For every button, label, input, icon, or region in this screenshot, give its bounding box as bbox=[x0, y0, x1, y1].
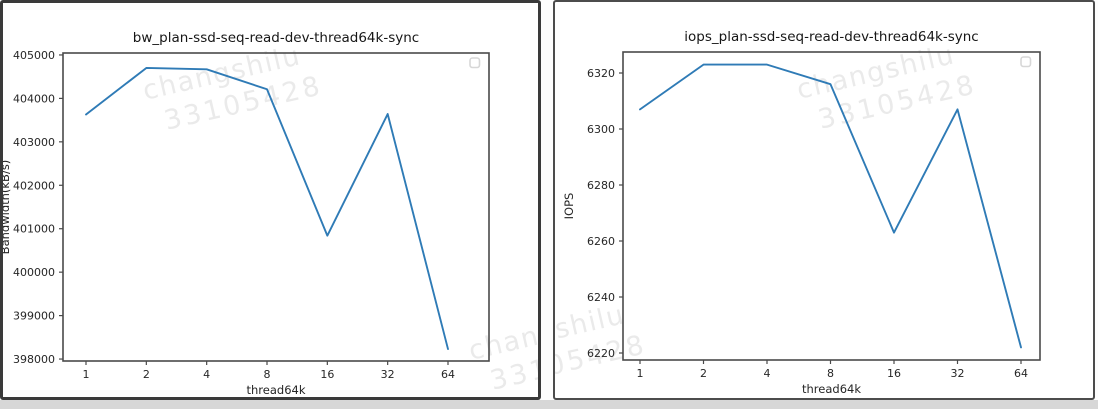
y-tick-label: 6320 bbox=[587, 67, 615, 80]
screenshot-background-strip bbox=[0, 400, 1098, 409]
chart-title: bw_plan-ssd-seq-read-dev-thread64k-sync bbox=[133, 30, 419, 46]
y-tick-label: 6240 bbox=[587, 291, 615, 304]
y-tick-label: 6260 bbox=[587, 235, 615, 248]
plot-area bbox=[62, 52, 490, 362]
x-tick-label: 8 bbox=[264, 368, 271, 381]
x-tick-label: 4 bbox=[764, 367, 771, 380]
x-axis-label: thread64k bbox=[802, 382, 861, 396]
x-tick-label: 2 bbox=[700, 367, 707, 380]
bw-chart-panel: changshilu 33105428 changshilu 33105428 … bbox=[0, 0, 541, 400]
y-tick-label: 399000 bbox=[13, 310, 55, 323]
x-tick-label: 32 bbox=[951, 367, 965, 380]
y-axis-label: IOPS bbox=[562, 193, 576, 220]
y-axis-label: Bandwidth(kB/s) bbox=[3, 160, 12, 255]
data-line bbox=[639, 63, 1022, 349]
x-tick-label: 8 bbox=[827, 367, 834, 380]
x-tick-label: 1 bbox=[83, 368, 90, 381]
x-tick-label: 64 bbox=[441, 368, 455, 381]
y-tick-label: 403000 bbox=[13, 136, 55, 149]
plot-area bbox=[622, 51, 1041, 361]
y-tick-label: 6220 bbox=[587, 347, 615, 360]
x-tick-label: 64 bbox=[1014, 367, 1028, 380]
y-tick-label: 400000 bbox=[13, 266, 55, 279]
x-tick-label: 4 bbox=[203, 368, 210, 381]
y-tick-label: 398000 bbox=[13, 353, 55, 366]
chart-title: iops_plan-ssd-seq-read-dev-thread64k-syn… bbox=[684, 29, 978, 45]
data-line bbox=[85, 67, 449, 351]
iops-line-chart: iops_plan-ssd-seq-read-dev-thread64k-syn… bbox=[562, 29, 1041, 396]
bw-line-chart: bw_plan-ssd-seq-read-dev-thread64k-sync 3… bbox=[3, 30, 490, 397]
x-tick-label: 1 bbox=[637, 367, 644, 380]
y-tick-label: 404000 bbox=[13, 92, 55, 105]
x-axis-label: thread64k bbox=[247, 383, 306, 397]
legend-box bbox=[1020, 56, 1032, 68]
legend-box bbox=[469, 57, 481, 69]
y-tick-label: 6280 bbox=[587, 179, 615, 192]
x-tick-label: 16 bbox=[887, 367, 901, 380]
y-tick-label: 405000 bbox=[13, 49, 55, 62]
y-tick-label: 6300 bbox=[587, 123, 615, 136]
iops-chart-panel: changshilu 33105428 changshilu 33105428 … bbox=[553, 0, 1095, 400]
x-tick-label: 16 bbox=[320, 368, 334, 381]
y-tick-label: 402000 bbox=[13, 179, 55, 192]
x-tick-label: 2 bbox=[143, 368, 150, 381]
y-tick-label: 401000 bbox=[13, 223, 55, 236]
x-tick-label: 32 bbox=[381, 368, 395, 381]
